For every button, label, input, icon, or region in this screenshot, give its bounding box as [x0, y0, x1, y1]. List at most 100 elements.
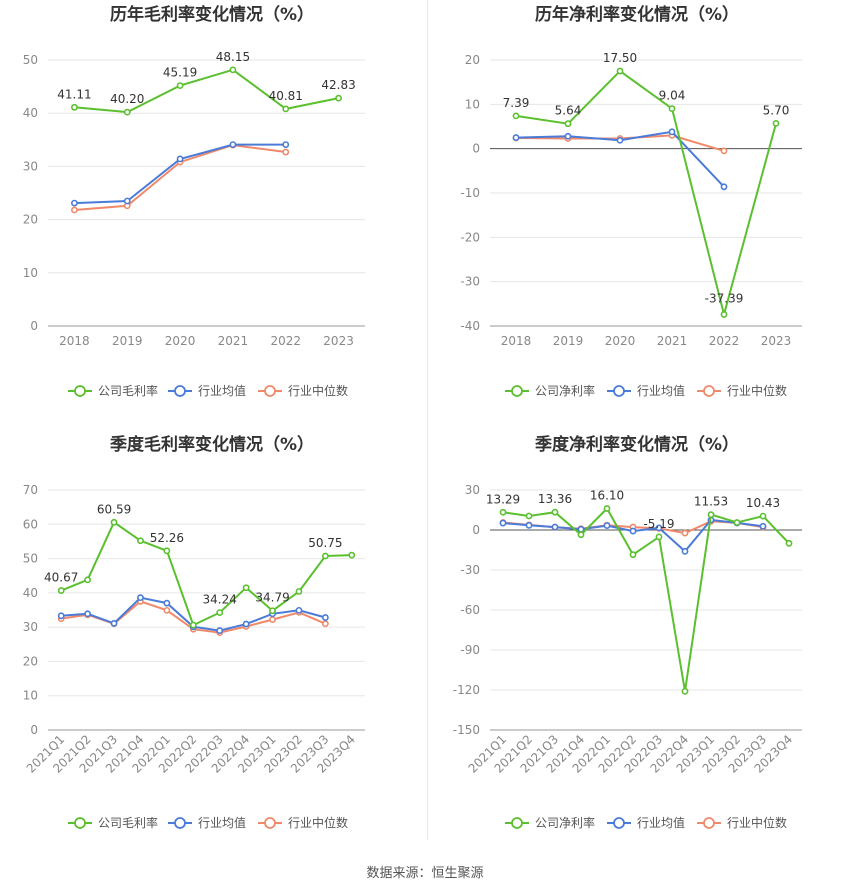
- data-label: 40.81: [269, 89, 303, 103]
- y-tick-label: 10: [23, 689, 38, 703]
- data-label: 42.83: [321, 78, 355, 92]
- data-label: 45.19: [163, 66, 197, 80]
- legend-marker: [174, 817, 186, 829]
- y-tick-label: 50: [23, 552, 38, 566]
- y-tick-label: 60: [23, 517, 38, 531]
- x-tick-label: 2020: [605, 334, 636, 348]
- series-line: [74, 144, 286, 211]
- legend-marker: [613, 817, 625, 829]
- x-tick-label: 2020: [165, 334, 196, 348]
- data-point: [668, 105, 676, 112]
- series-line: [74, 143, 286, 205]
- data-point: [229, 66, 237, 74]
- data-point: [564, 132, 572, 140]
- x-tick-label: 2022: [709, 334, 740, 348]
- y-tick-label: -30: [460, 563, 480, 577]
- legend-label: 行业中位数: [727, 815, 787, 830]
- y-tick-label: 0: [472, 523, 480, 537]
- data-point: [176, 155, 184, 163]
- legend-label: 行业均值: [637, 383, 685, 398]
- legend-label: 行业中位数: [727, 383, 787, 398]
- series-line: [515, 69, 777, 319]
- data-label: 34.24: [203, 593, 237, 607]
- data-point: [176, 82, 184, 89]
- y-tick-label: 70: [23, 483, 38, 497]
- data-point: [512, 134, 520, 141]
- data-point: [242, 620, 250, 628]
- chart-svg: 历年毛利率变化情况（%） 0 10 20 30 40 50 2018 2019 2020 2021 2…: [23, 4, 365, 398]
- data-point: [335, 94, 342, 102]
- data-point: [229, 141, 237, 148]
- y-tick-label: 0: [472, 142, 480, 156]
- data-point: [551, 523, 559, 531]
- y-tick-label: 30: [23, 159, 38, 173]
- y-tick-label: 30: [465, 483, 480, 497]
- legend-marker: [613, 385, 625, 397]
- x-tick-label: 2021: [218, 334, 249, 348]
- legend-marker: [511, 817, 523, 829]
- y-tick-label: -60: [460, 603, 480, 617]
- series-line: [502, 506, 790, 692]
- data-point: [137, 537, 144, 545]
- data-point: [282, 141, 290, 148]
- y-tick-label: 0: [30, 319, 38, 333]
- data-point: [629, 527, 637, 535]
- y-tick-label: 10: [23, 266, 38, 280]
- chart-title: 季度净利率变化情况（%）: [535, 434, 739, 455]
- data-label: 7.39: [503, 96, 530, 110]
- legend-marker: [703, 817, 715, 829]
- data-point: [577, 531, 585, 539]
- data-point: [321, 552, 329, 560]
- data-label: 9.04: [659, 89, 686, 103]
- data-point: [84, 610, 92, 618]
- data-label: 5.70: [763, 103, 790, 117]
- y-tick-label: -20: [460, 230, 480, 244]
- data-point: [707, 511, 715, 519]
- data-point: [321, 614, 329, 621]
- data-label: 40.67: [44, 571, 78, 585]
- data-point: [282, 105, 290, 113]
- data-point: [733, 519, 741, 526]
- data-point: [71, 199, 78, 207]
- data-point: [71, 103, 78, 111]
- data-point: [720, 147, 728, 155]
- x-tick-label: 2019: [112, 334, 143, 348]
- data-point: [616, 136, 624, 144]
- y-tick-label: 20: [23, 213, 38, 227]
- data-point: [163, 599, 171, 607]
- chart-quarterly-net-margin: 季度净利率变化情况（%） -150 -120 -90 -60 -30 0 30 2021Q1 20…: [425, 430, 850, 860]
- legend-marker: [703, 385, 715, 397]
- data-point: [137, 594, 144, 602]
- y-tick-label: -90: [460, 643, 480, 657]
- x-tick-label: 2023: [761, 334, 792, 348]
- legend-label: 行业均值: [198, 815, 246, 830]
- data-point: [551, 508, 559, 516]
- chart-svg: 历年净利率变化情况（%） -40 -30 -20 -10 0 10 20 2018 2019 202…: [460, 4, 802, 398]
- data-point: [84, 576, 92, 584]
- data-point: [163, 606, 171, 614]
- data-label: 17.50: [603, 51, 637, 65]
- data-point: [525, 512, 533, 520]
- y-tick-label: 40: [23, 106, 38, 120]
- data-label: 60.59: [97, 502, 131, 516]
- data-label: 34.79: [255, 591, 289, 605]
- data-point: [655, 524, 663, 532]
- data-point: [681, 547, 689, 555]
- chart-title: 季度毛利率变化情况（%）: [110, 434, 314, 455]
- y-tick-label: -40: [460, 319, 480, 333]
- data-label: 13.36: [538, 492, 572, 506]
- panel-divider: [427, 0, 428, 840]
- y-tick-label: 20: [465, 53, 480, 67]
- x-tick-label: 2022: [270, 334, 301, 348]
- data-label: -37.39: [705, 291, 744, 305]
- legend-marker: [264, 385, 276, 397]
- legend-label: 公司毛利率: [98, 383, 158, 398]
- legend-label: 行业均值: [198, 383, 246, 398]
- data-point: [499, 508, 507, 516]
- chart-title: 历年净利率变化情况（%）: [535, 4, 739, 25]
- y-tick-label: 20: [23, 654, 38, 668]
- x-tick-label: 2023: [323, 334, 354, 348]
- data-point: [123, 197, 131, 205]
- data-point: [603, 505, 611, 512]
- data-point: [348, 551, 356, 559]
